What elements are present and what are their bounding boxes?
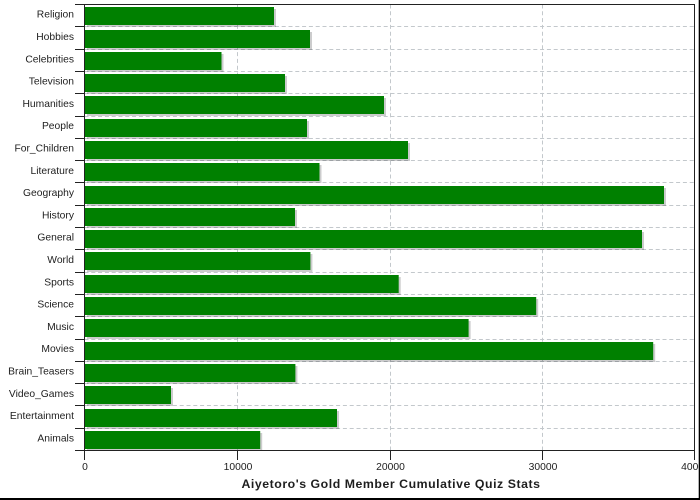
svg-text:Television: Television xyxy=(29,77,74,88)
svg-text:Science: Science xyxy=(37,300,74,311)
svg-text:Animals: Animals xyxy=(37,433,74,444)
svg-text:Celebrities: Celebrities xyxy=(25,54,74,65)
svg-text:Humanities: Humanities xyxy=(22,99,74,110)
svg-text:Sports: Sports xyxy=(44,277,74,288)
svg-text:40000: 40000 xyxy=(681,462,700,473)
svg-text:Geography: Geography xyxy=(23,188,75,199)
svg-text:20000: 20000 xyxy=(376,462,405,473)
svg-text:History: History xyxy=(42,210,75,221)
svg-text:General: General xyxy=(37,233,74,244)
svg-text:Aiyetoro's Gold Member Cumulat: Aiyetoro's Gold Member Cumulative Quiz S… xyxy=(241,477,540,491)
svg-text:Video_Games: Video_Games xyxy=(9,389,74,400)
svg-text:For_Children: For_Children xyxy=(14,143,74,154)
svg-text:10000: 10000 xyxy=(224,462,253,473)
svg-text:Entertainment: Entertainment xyxy=(10,411,74,422)
svg-text:Movies: Movies xyxy=(41,344,74,355)
svg-text:0: 0 xyxy=(82,462,88,473)
svg-text:People: People xyxy=(42,121,74,132)
svg-text:30000: 30000 xyxy=(529,462,558,473)
svg-text:Literature: Literature xyxy=(30,166,74,177)
svg-text:Brain_Teasers: Brain_Teasers xyxy=(8,366,74,377)
svg-text:Music: Music xyxy=(47,322,74,333)
svg-text:World: World xyxy=(47,255,74,266)
svg-text:Hobbies: Hobbies xyxy=(36,32,74,43)
svg-text:Religion: Religion xyxy=(37,10,74,21)
